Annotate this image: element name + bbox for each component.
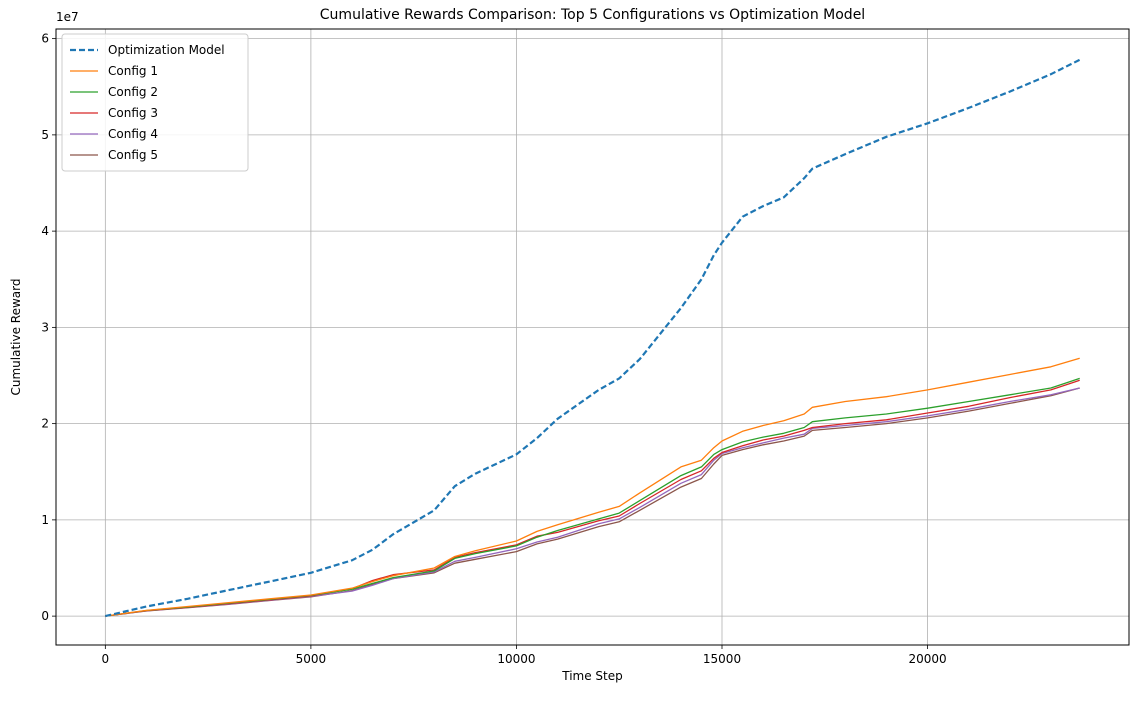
y-axis-scale-label: 1e7 [56, 10, 79, 24]
y-tick-label: 4 [41, 224, 49, 238]
y-tick-label: 3 [41, 320, 49, 334]
legend-label: Config 5 [108, 148, 158, 162]
legend-label: Config 4 [108, 127, 158, 141]
x-tick-label: 5000 [296, 652, 327, 666]
y-tick-label: 1 [41, 513, 49, 527]
series-line-optimization-model [105, 58, 1081, 618]
legend: Optimization Model Config 1 Config 2 Config… [61, 33, 249, 172]
y-tick-label: 2 [41, 417, 49, 431]
x-tick-label: 20000 [908, 652, 946, 666]
y-tick-label: 5 [41, 128, 49, 142]
legend-label: Config 3 [108, 106, 158, 120]
x-axis-label: Time Step [561, 669, 623, 683]
y-axis-label: Cumulative Reward [9, 279, 23, 396]
ticks: 0 5000 10000 15000 20000 0 1 2 3 4 5 6 [41, 32, 946, 666]
series-line-config-2 [105, 377, 1080, 617]
grid [56, 29, 1129, 645]
plot-frame [55, 28, 1130, 646]
legend-label: Optimization Model [108, 43, 225, 57]
legend-box [61, 33, 249, 172]
series-line-config-1 [105, 357, 1080, 617]
x-tick-label: 10000 [497, 652, 535, 666]
series-line-config-4 [105, 387, 1080, 617]
y-tick-label: 6 [41, 32, 49, 46]
chart-title: Cumulative Rewards Comparison: Top 5 Con… [320, 7, 865, 23]
x-tick-label: 15000 [703, 652, 741, 666]
x-tick-label: 0 [102, 652, 110, 666]
y-tick-label: 0 [41, 609, 49, 623]
series-group [105, 58, 1081, 618]
legend-label: Config 2 [108, 85, 158, 99]
legend-label: Config 1 [108, 64, 158, 78]
